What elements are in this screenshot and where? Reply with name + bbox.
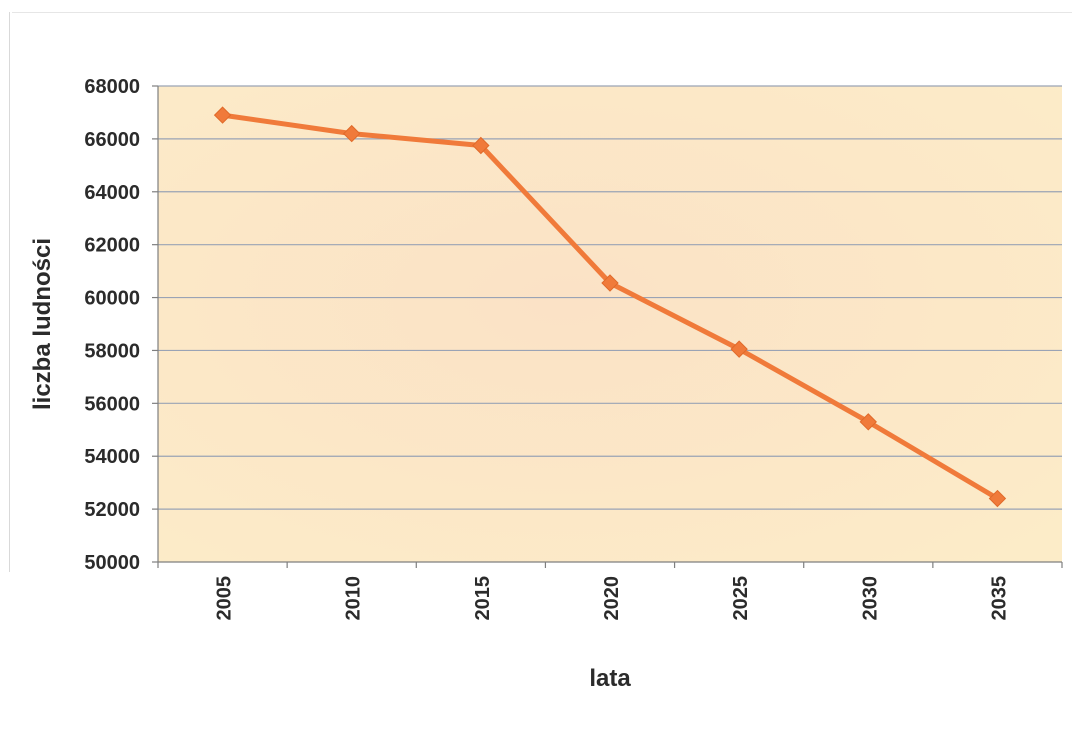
data-point-2005 — [213, 106, 232, 124]
y-tick-label: 54000 — [84, 446, 140, 468]
frame-border-top — [12, 12, 1072, 13]
y-tick-label: 58000 — [84, 340, 140, 362]
y-tick-label: 64000 — [84, 182, 140, 204]
y-tick-label: 56000 — [84, 393, 140, 415]
data-point-2020 — [601, 274, 619, 292]
data-point-2010 — [343, 124, 361, 143]
data-point-2015 — [472, 136, 490, 155]
series-population — [213, 106, 1007, 508]
data-point-2035 — [988, 489, 1007, 508]
x-tick-label: 2020 — [601, 576, 623, 621]
data-point-2030 — [859, 413, 877, 431]
x-tick-label: 2005 — [214, 576, 236, 621]
y-axis-title: liczba ludności — [29, 238, 56, 410]
y-tick-label: 50000 — [84, 552, 140, 574]
x-tick-label: 2015 — [472, 576, 494, 621]
data-point-2025 — [730, 340, 748, 358]
y-tick-label: 52000 — [84, 499, 140, 521]
y-tick-label: 60000 — [84, 288, 140, 310]
x-tick-label: 2010 — [343, 576, 365, 621]
y-tick-labels: 50000 52000 54000 56000 58000 60000 62000 64000… — [84, 76, 140, 574]
y-tick-label: 62000 — [84, 235, 140, 257]
x-tick-label: 2035 — [988, 576, 1010, 621]
x-axis-title: lata — [589, 665, 631, 692]
x-tick-label: 2025 — [730, 576, 752, 621]
gridlines — [152, 85, 1062, 563]
y-tick-label: 68000 — [84, 76, 140, 98]
y-tick-label: 66000 — [84, 129, 140, 151]
x-tick-labels: 2005 2010 2015 2020 2025 2030 2035 — [214, 576, 1011, 621]
plot-area — [158, 86, 1062, 562]
frame-border-left — [9, 12, 10, 572]
axes — [157, 86, 1063, 568]
x-tick-label: 2030 — [859, 576, 881, 621]
